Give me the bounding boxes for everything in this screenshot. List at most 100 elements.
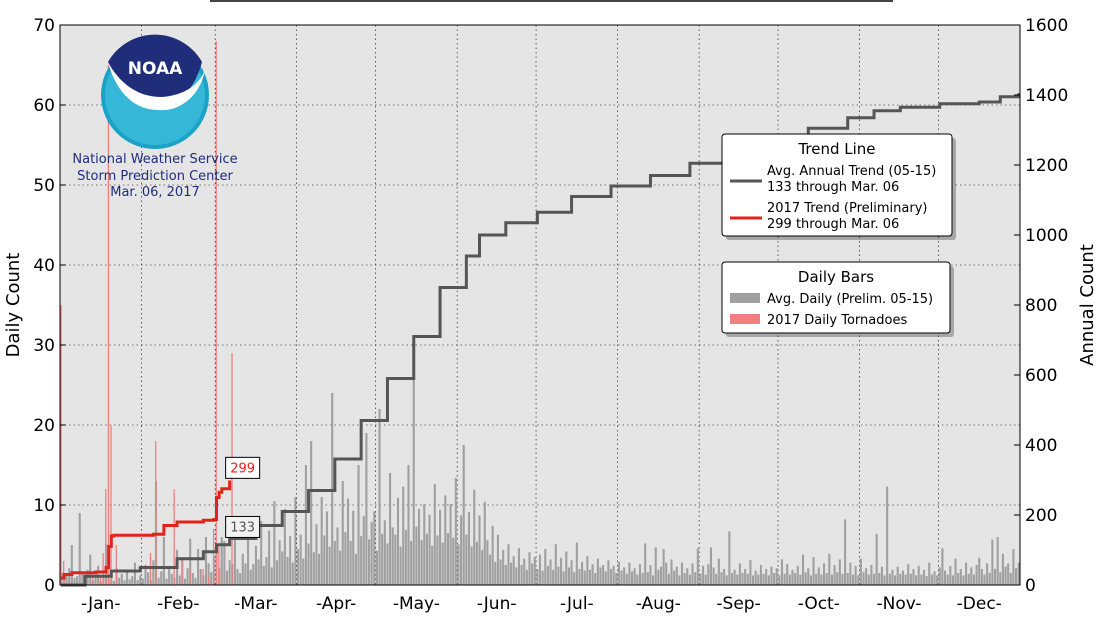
avg-daily-bar	[436, 535, 439, 585]
avg-daily-bar	[746, 573, 749, 585]
avg-daily-bar	[872, 573, 876, 585]
legend-avg-trend-line2: 133 through Mar. 06	[767, 180, 899, 195]
avg-daily-bar	[609, 569, 613, 585]
avg-daily-bar	[933, 571, 936, 585]
avg-daily-bar	[817, 567, 820, 585]
legend-bars: Daily Bars Avg. Daily (Prelim. 05-15) 20…	[721, 261, 954, 337]
avg-daily-bar	[730, 573, 734, 585]
avg-daily-bar	[299, 534, 302, 585]
avg-daily-bar	[283, 509, 286, 585]
x-tick-label: -Dec-	[957, 594, 1002, 614]
avg-daily-bar	[112, 581, 115, 585]
avg-daily-bar	[704, 574, 707, 585]
avg-daily-bar	[617, 561, 620, 585]
avg-daily-bar	[1015, 568, 1018, 585]
avg-daily-bar	[291, 562, 294, 585]
avg-daily-bar	[275, 560, 279, 585]
avg-daily-bar	[680, 562, 684, 585]
daily-2017-bar	[105, 489, 107, 585]
avg-daily-bar	[278, 540, 281, 585]
avg-daily-bar	[346, 498, 350, 585]
avg-daily-bar	[525, 569, 528, 585]
avg-daily-bar	[925, 576, 928, 585]
avg-daily-bar	[415, 526, 418, 585]
avg-daily-bar	[344, 532, 347, 585]
daily-2017-bar	[215, 41, 217, 585]
avg-daily-bar	[625, 573, 628, 585]
y-left-tick-label: 20	[33, 416, 55, 436]
avg-daily-bar	[904, 574, 907, 585]
avg-daily-bar	[357, 465, 360, 585]
avg-daily-bar	[759, 565, 762, 585]
avg-daily-bar	[139, 575, 142, 585]
avg-daily-bar	[596, 558, 599, 585]
avg-daily-bar	[302, 558, 305, 585]
avg-daily-bar	[859, 558, 862, 585]
legend-bars-title: Daily Bars	[798, 268, 874, 286]
avg-daily-bar	[886, 486, 889, 585]
legend-avg-daily-swatch	[730, 293, 760, 303]
avg-daily-bar	[1012, 549, 1015, 585]
y-left-tick-label: 70	[33, 16, 55, 36]
avg-daily-bar	[207, 563, 210, 585]
daily-2017-bar	[220, 569, 223, 585]
avg-daily-bar	[846, 573, 849, 585]
trend-lines	[61, 93, 1021, 587]
avg-daily-bar	[828, 553, 831, 585]
avg-daily-bar	[339, 550, 342, 585]
avg-daily-bar	[244, 563, 247, 585]
legend-2017-daily-label: 2017 Daily Tornadoes	[767, 313, 907, 328]
x-tick-label: -Jun-	[477, 594, 517, 614]
avg-daily-bar	[199, 569, 202, 585]
avg-daily-bar	[736, 574, 739, 585]
avg-daily-bar	[502, 549, 505, 585]
avg-daily-bar	[875, 533, 878, 585]
avg-daily-bar	[744, 569, 747, 585]
avg-daily-bar	[1004, 566, 1007, 585]
avg-daily-bar	[391, 527, 394, 585]
avg-daily-bar	[210, 572, 213, 585]
avg-daily-bar	[467, 512, 471, 585]
y-right-tick-label: 200	[1025, 506, 1057, 526]
avg-daily-bar	[912, 569, 915, 585]
trend-2017-line	[61, 480, 232, 580]
avg-daily-bar	[951, 575, 954, 585]
avg-daily-bar	[738, 563, 741, 585]
avg-daily-bar	[270, 567, 273, 585]
avg-daily-bar	[591, 564, 594, 585]
noaa-logo-text: NOAA	[128, 59, 183, 79]
avg-daily-bar	[972, 574, 976, 585]
avg-daily-bar	[257, 559, 260, 585]
avg-daily-bar	[799, 574, 802, 585]
avg-daily-bar	[328, 546, 331, 585]
avg-daily-bar	[286, 557, 289, 585]
avg-daily-bar	[236, 569, 239, 585]
x-tick-label: -Aug-	[636, 594, 681, 614]
logo-caption-line-1: National Weather Service	[72, 152, 237, 167]
avg-daily-bar	[325, 511, 329, 585]
avg-daily-bar	[228, 560, 231, 585]
avg-daily-bar	[425, 533, 428, 585]
avg-daily-bar	[465, 534, 468, 585]
avg-daily-bar	[702, 565, 705, 585]
avg-daily-bar	[941, 548, 944, 585]
x-tick-label: -Feb-	[157, 594, 199, 614]
avg-daily-bar	[333, 541, 336, 585]
avg-daily-bar	[757, 574, 760, 585]
avg-daily-bar	[499, 559, 502, 585]
y-right-tick-label: 800	[1025, 296, 1057, 316]
avg-daily-bar	[439, 509, 442, 585]
noaa-logo: NOAA	[101, 34, 209, 149]
avg-daily-bar	[407, 465, 410, 585]
avg-annual-trend-line	[61, 93, 1021, 587]
legend-2017-daily-swatch	[730, 314, 760, 324]
avg-daily-bar	[307, 543, 310, 585]
avg-daily-bar	[844, 519, 847, 585]
avg-daily-bar	[665, 562, 668, 585]
avg-daily-bar	[504, 565, 507, 585]
avg-daily-bar	[147, 572, 150, 585]
logo-caption-line-2: Storm Prediction Center	[77, 169, 233, 184]
avg-daily-bar	[854, 565, 857, 585]
x-tick-label: -Jan-	[81, 594, 120, 614]
avg-daily-bar	[975, 565, 978, 585]
